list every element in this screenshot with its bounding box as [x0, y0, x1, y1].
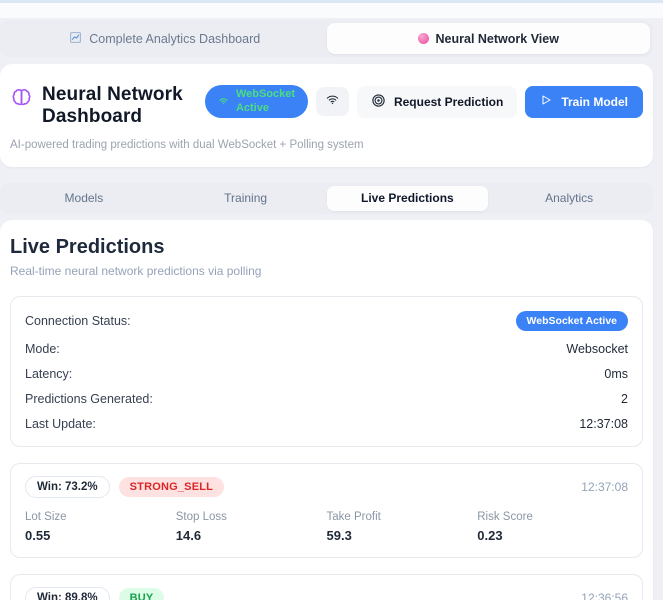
- status-value: 12:37:08: [579, 417, 628, 432]
- top-strip: [0, 3, 663, 18]
- switch-analytics-dashboard[interactable]: Complete Analytics Dashboard: [3, 23, 327, 54]
- status-label: Connection Status:: [25, 314, 131, 329]
- brain-icon: [10, 86, 33, 114]
- view-switcher: Complete Analytics Dashboard Neural Netw…: [0, 20, 653, 57]
- wifi-icon-green: [217, 93, 230, 111]
- field-risk-score: Risk Score 0.23: [477, 510, 533, 543]
- tab-bar: Models Training Live Predictions Analyti…: [0, 182, 653, 214]
- brain-pink-icon: [417, 33, 429, 44]
- request-prediction-button[interactable]: Request Prediction: [356, 85, 518, 118]
- connection-status-panel: Connection Status: WebSocket Active Mode…: [10, 295, 643, 447]
- field-stop-loss: Stop Loss 14.6: [175, 510, 227, 543]
- page: Complete Analytics Dashboard Neural Netw…: [0, 20, 663, 600]
- status-row-mode: Mode: Websocket: [25, 337, 628, 362]
- signal-badge-buy: BUY: [118, 587, 165, 600]
- win-rate-pill: Win: 73.2%: [25, 475, 110, 498]
- status-value: 0ms: [604, 367, 628, 382]
- tab-live-predictions[interactable]: Live Predictions: [326, 185, 489, 211]
- status-label: Predictions Generated:: [25, 392, 153, 407]
- section-subtitle: Real-time neural network predictions via…: [10, 263, 262, 278]
- field-take-profit: Take Profit 59.3: [326, 510, 381, 543]
- switch-neural-view[interactable]: Neural Network View: [326, 23, 650, 54]
- websocket-active-pill[interactable]: WebSocket Active: [204, 85, 308, 118]
- tab-analytics[interactable]: Analytics: [545, 191, 594, 206]
- train-model-button[interactable]: Train Model: [525, 85, 643, 118]
- dashboard-header: Neural Network Dashboard WebSocket Activ…: [0, 64, 653, 167]
- status-label: Last Update:: [25, 417, 96, 432]
- prediction-timestamp: 12:37:08: [581, 479, 628, 494]
- status-value: Websocket: [566, 342, 628, 357]
- field-lot-size: Lot Size 0.55: [25, 510, 67, 543]
- section-title: Live Predictions: [10, 235, 165, 258]
- prediction-card: Win: 73.2% STRONG_SELL 12:37:08 Lot Size…: [10, 462, 643, 558]
- play-icon: [540, 94, 552, 109]
- prediction-timestamp: 12:36:56: [581, 590, 628, 600]
- header-actions: WebSocket Active: [204, 85, 643, 118]
- train-model-label: Train Model: [561, 94, 628, 109]
- request-prediction-label: Request Prediction: [393, 94, 504, 109]
- prediction-card: Win: 89.8% BUY 12:36:56 Lot Size 0.30 St…: [10, 573, 643, 600]
- status-row-last-update: Last Update: 12:37:08: [25, 412, 628, 437]
- tab-training[interactable]: Training: [224, 191, 268, 206]
- websocket-pill-label: WebSocket Active: [235, 87, 296, 114]
- chart-icon: [69, 31, 82, 47]
- win-rate-pill: Win: 89.8%: [25, 586, 110, 600]
- tab-models[interactable]: Models: [64, 191, 104, 206]
- websocket-active-badge: WebSocket Active: [515, 311, 628, 332]
- live-predictions-panel: Live Predictions Real-time neural networ…: [0, 219, 653, 600]
- switch-analytics-label: Complete Analytics Dashboard: [89, 31, 261, 46]
- page-title: Neural Network Dashboard: [42, 84, 183, 128]
- status-label: Mode:: [25, 342, 60, 357]
- dashboard-subtitle: AI-powered trading predictions with dual…: [10, 138, 364, 151]
- status-row-predictions-generated: Predictions Generated: 2: [25, 387, 628, 412]
- wifi-toggle-button[interactable]: [315, 87, 349, 116]
- status-row-connection: Connection Status: WebSocket Active: [25, 306, 628, 337]
- wifi-icon: [325, 93, 340, 111]
- signal-badge-strong-sell: STRONG_SELL: [118, 476, 225, 497]
- status-row-latency: Latency: 0ms: [25, 362, 628, 387]
- status-value: 2: [621, 392, 628, 407]
- switch-neural-label: Neural Network View: [435, 31, 559, 46]
- top-accent-line: [0, 0, 663, 3]
- status-label: Latency:: [25, 367, 73, 382]
- target-icon: [371, 93, 386, 111]
